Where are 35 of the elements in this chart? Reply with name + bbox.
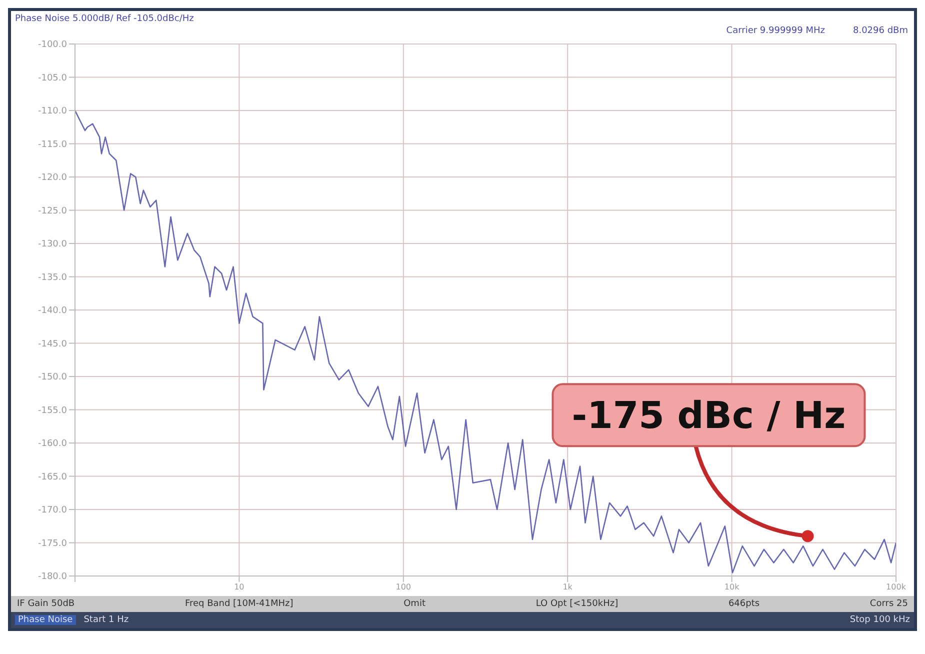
text: Corrs 25 — [870, 599, 908, 609]
x-tick-label: 100 — [396, 582, 412, 592]
y-tick-label: -100.0 — [38, 40, 68, 50]
y-tick-label: -105.0 — [38, 73, 68, 84]
x-tick-label: 100k — [886, 582, 906, 592]
y-tick-label: -125.0 — [38, 206, 68, 216]
y-tick-label: -180.0 — [38, 572, 68, 582]
y-tick-label: -170.0 — [38, 506, 68, 516]
chart-title: Phase Noise 5.000dB/ Ref -105.0dBc/Hz — [15, 14, 194, 26]
y-tick-label: -130.0 — [38, 240, 68, 250]
y-tick-label: -165.0 — [38, 472, 68, 482]
y-tick-label: -160.0 — [38, 439, 68, 450]
y-tick-label: -110.0 — [38, 106, 68, 117]
y-tick-label: -135.0 — [38, 272, 68, 283]
y-tick-label: -115.0 — [38, 140, 68, 150]
y-tick-label: -155.0 — [38, 406, 68, 416]
text: Phase Noise — [15, 615, 76, 625]
text: 8.0296 dBm — [852, 26, 908, 36]
x-tick-label: 10k — [724, 582, 740, 592]
y-tick-label: -150.0 — [38, 372, 68, 383]
text: Omit — [404, 599, 426, 609]
text: IF Gain 50dB — [17, 599, 75, 609]
text: Freq Band [10M-41MHz] — [184, 599, 294, 609]
y-tick-label: -120.0 — [38, 173, 68, 184]
y-tick-label: -175.0 — [38, 538, 68, 549]
text: LO Opt [<150kHz] — [536, 599, 618, 609]
x-tick-label: 1k — [562, 582, 573, 592]
y-tick-label: -145.0 — [38, 339, 68, 350]
text: Stop 100 kHz — [850, 615, 910, 625]
text: Start 1 Hz — [84, 615, 129, 625]
text: 646pts — [728, 599, 760, 609]
y-tick-label: -140.0 — [38, 306, 68, 316]
text: Carrier 9.999999 MHz — [726, 26, 825, 36]
annotation: -175 dBc / Hz — [572, 394, 846, 438]
x-tick-label: 10 — [234, 582, 244, 592]
